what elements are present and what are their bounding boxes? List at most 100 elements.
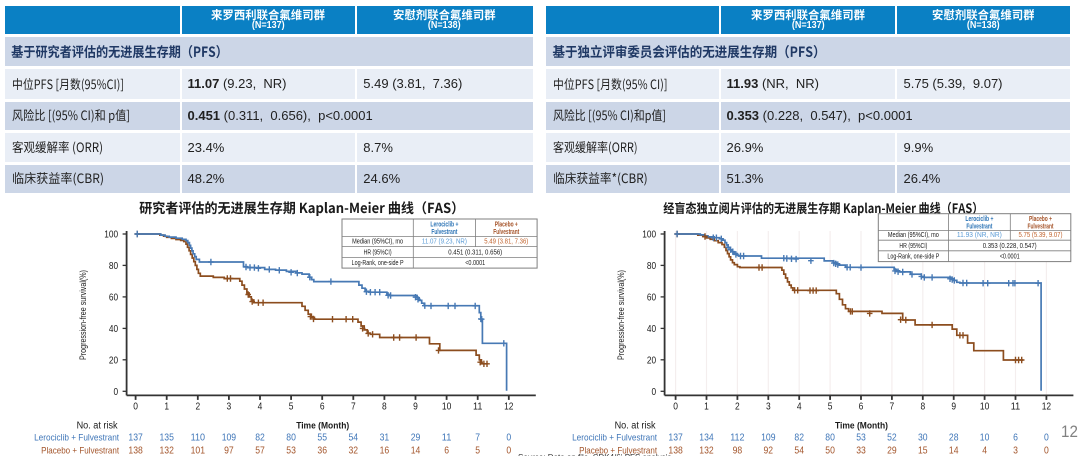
svg-text:112: 112 <box>730 432 745 444</box>
svg-text:30: 30 <box>918 432 928 444</box>
svg-text:No. at risk: No. at risk <box>615 420 657 431</box>
svg-text:Progression-free survival(%): Progression-free survival(%) <box>78 270 89 360</box>
svg-text:Placebo + Fulvestrant: Placebo + Fulvestrant <box>579 445 657 456</box>
svg-text:<0.0001: <0.0001 <box>465 258 485 267</box>
svg-text:0: 0 <box>506 444 511 456</box>
svg-text:101: 101 <box>191 444 206 456</box>
svg-text:60: 60 <box>647 292 657 303</box>
svg-text:100: 100 <box>104 230 118 241</box>
svg-text:80: 80 <box>647 261 657 272</box>
svg-text:50: 50 <box>825 444 835 456</box>
svg-text:0: 0 <box>133 401 138 413</box>
svg-text:8: 8 <box>382 401 387 413</box>
svg-text:0: 0 <box>1044 432 1049 444</box>
svg-text:0: 0 <box>114 387 119 398</box>
svg-text:11: 11 <box>473 401 483 413</box>
svg-text:134: 134 <box>699 432 714 444</box>
svg-text:138: 138 <box>128 444 143 456</box>
svg-text:Median (95%CI), mo: Median (95%CI), mo <box>352 237 403 246</box>
svg-text:7: 7 <box>475 432 480 444</box>
svg-text:No. at risk: No. at risk <box>77 420 119 431</box>
svg-text:53: 53 <box>856 432 866 444</box>
svg-text:4: 4 <box>258 401 263 413</box>
svg-text:7: 7 <box>351 401 356 413</box>
svg-text:14: 14 <box>949 444 959 456</box>
svg-text:3: 3 <box>766 401 771 413</box>
svg-text:53: 53 <box>286 444 296 456</box>
svg-text:2: 2 <box>735 401 740 413</box>
svg-text:82: 82 <box>794 432 804 444</box>
svg-text:4: 4 <box>982 444 987 456</box>
svg-text:Lerociclib +: Lerociclib + <box>965 214 993 223</box>
svg-text:0: 0 <box>506 432 511 444</box>
svg-text:10: 10 <box>442 401 452 413</box>
svg-text:HR (95%CI): HR (95%CI) <box>899 241 927 250</box>
svg-text:HR (95%CI): HR (95%CI) <box>364 247 392 256</box>
svg-text:16: 16 <box>380 444 390 456</box>
svg-text:98: 98 <box>733 444 743 456</box>
svg-text:80: 80 <box>825 432 835 444</box>
svg-text:1: 1 <box>704 401 709 413</box>
svg-text:54: 54 <box>349 432 359 444</box>
svg-text:5: 5 <box>828 401 833 413</box>
svg-text:33: 33 <box>856 444 866 456</box>
svg-text:6: 6 <box>320 401 325 413</box>
svg-text:32: 32 <box>349 444 359 456</box>
svg-text:6: 6 <box>444 444 449 456</box>
svg-text:109: 109 <box>222 432 237 444</box>
svg-text:12: 12 <box>1042 401 1052 413</box>
svg-text:5: 5 <box>475 444 480 456</box>
svg-text:0.353 (0.228, 0.547): 0.353 (0.228, 0.547) <box>983 241 1037 250</box>
svg-text:Placebo +: Placebo + <box>1029 214 1052 223</box>
svg-text:11: 11 <box>442 432 452 444</box>
svg-text:Time (Month): Time (Month) <box>296 420 349 430</box>
svg-text:110: 110 <box>191 432 206 444</box>
svg-text:2: 2 <box>195 401 200 413</box>
svg-text:<0.0001: <0.0001 <box>1000 252 1020 261</box>
svg-text:11.93 (NR, NR): 11.93 (NR, NR) <box>957 230 1002 239</box>
svg-text:8: 8 <box>920 401 925 413</box>
svg-text:1: 1 <box>164 401 169 413</box>
svg-text:Fulvestrant: Fulvestrant <box>493 227 519 236</box>
svg-text:80: 80 <box>109 261 119 272</box>
svg-text:Lerociclib +: Lerociclib + <box>430 220 458 229</box>
svg-text:15: 15 <box>918 444 928 456</box>
svg-text:40: 40 <box>109 324 119 335</box>
svg-text:0.451 (0.311, 0.656): 0.451 (0.311, 0.656) <box>448 247 502 256</box>
svg-text:31: 31 <box>380 432 390 444</box>
svg-text:3: 3 <box>1013 444 1018 456</box>
svg-text:57: 57 <box>255 444 265 456</box>
svg-text:0: 0 <box>673 401 678 413</box>
svg-text:137: 137 <box>668 432 683 444</box>
svg-text:80: 80 <box>286 432 296 444</box>
svg-text:Log-Rank, one-side P: Log-Rank, one-side P <box>352 258 404 267</box>
svg-text:Fulvestrant: Fulvestrant <box>431 227 457 236</box>
svg-text:Time (Month): Time (Month) <box>835 420 888 430</box>
svg-text:5.49 (3.81, 7.36): 5.49 (3.81, 7.36) <box>484 237 528 246</box>
svg-text:Progression-free survival(%): Progression-free survival(%) <box>616 270 627 360</box>
svg-text:0: 0 <box>1044 444 1049 456</box>
svg-text:Placebo + Fulvestrant: Placebo + Fulvestrant <box>41 445 119 456</box>
svg-text:92: 92 <box>764 444 774 456</box>
svg-text:11: 11 <box>1011 401 1021 413</box>
svg-text:52: 52 <box>887 432 897 444</box>
svg-text:14: 14 <box>411 444 421 456</box>
svg-text:20: 20 <box>109 355 119 366</box>
svg-text:138: 138 <box>668 444 683 456</box>
svg-text:55: 55 <box>317 432 327 444</box>
svg-text:Median (95%CI), mo: Median (95%CI), mo <box>888 230 939 239</box>
svg-text:82: 82 <box>255 432 265 444</box>
svg-text:132: 132 <box>160 444 175 456</box>
svg-text:Lerociclib + Fulvestrant: Lerociclib + Fulvestrant <box>572 433 657 444</box>
svg-text:20: 20 <box>647 355 657 366</box>
svg-text:109: 109 <box>761 432 776 444</box>
svg-text:Placebo +: Placebo + <box>495 220 518 229</box>
svg-text:29: 29 <box>887 444 897 456</box>
svg-text:100: 100 <box>642 230 656 241</box>
svg-text:7: 7 <box>890 401 895 413</box>
svg-text:Fulvestrant: Fulvestrant <box>966 222 992 231</box>
svg-text:6: 6 <box>1013 432 1018 444</box>
svg-text:135: 135 <box>160 432 175 444</box>
svg-text:Lerociclib + Fulvestrant: Lerociclib + Fulvestrant <box>34 433 119 444</box>
svg-text:29: 29 <box>411 432 421 444</box>
